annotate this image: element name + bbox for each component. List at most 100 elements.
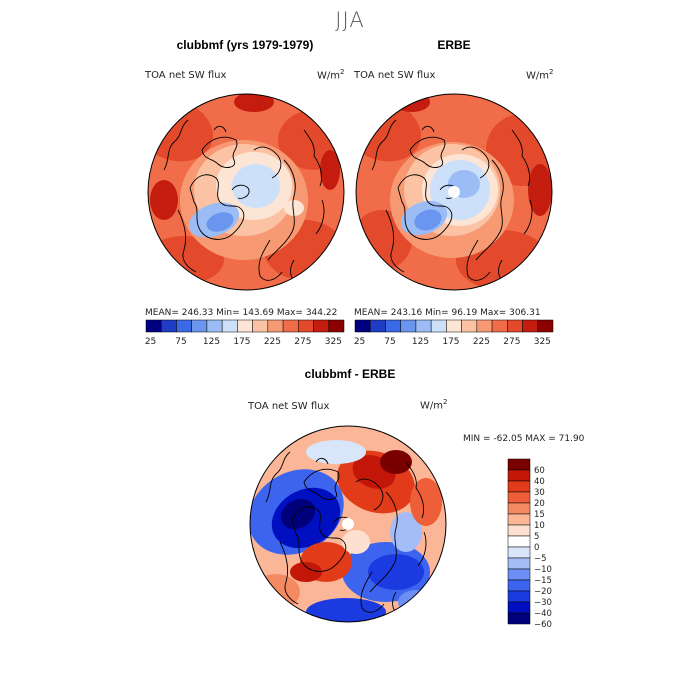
pole-hole (342, 518, 354, 530)
colorbar-swatch (522, 319, 539, 333)
field-region (342, 530, 370, 554)
colorbar-tick-label: 5 (534, 532, 539, 542)
colorbar-tick-label: 225 (473, 337, 490, 347)
colorbar-tick-label: 20 (534, 499, 545, 509)
colorbar-swatch (507, 601, 531, 614)
colorbar-swatch (491, 319, 508, 333)
page-title: JJA (335, 8, 365, 32)
field-region (206, 212, 234, 232)
colorbar-swatch (476, 319, 493, 333)
colorbar-tick-label: 75 (384, 337, 395, 347)
colorbar-tick-label: −60 (534, 620, 552, 630)
colorbar-swatch (507, 319, 523, 333)
colorbar-swatch (191, 319, 208, 333)
colorbar-swatch (160, 319, 177, 333)
colorbar-swatch (282, 319, 299, 333)
colorbar-tick-label: 325 (325, 337, 342, 347)
colorbar-swatch (385, 319, 401, 333)
colorbar-swatch (145, 319, 162, 333)
colorbar-tick-label: 125 (203, 337, 220, 347)
colorbar-swatch (354, 319, 371, 333)
colorbar-swatch (176, 319, 192, 333)
panel2-map (355, 93, 553, 291)
panel2-units: W/m2 (526, 68, 554, 82)
field-region (234, 94, 274, 112)
colorbar-swatch (507, 557, 531, 570)
colorbar-swatch (507, 579, 531, 592)
colorbar-tick-label: 325 (534, 337, 551, 347)
colorbar-swatch (507, 546, 531, 559)
colorbar-tick-label: 125 (412, 337, 429, 347)
colorbar-tick-label: 60 (534, 466, 545, 476)
colorbar-tick-label: 25 (354, 337, 365, 347)
colorbar-swatch (369, 319, 386, 333)
colorbar-swatch (507, 524, 531, 537)
panel3-stats: MIN = -62.05 MAX = 71.90 (463, 434, 585, 444)
field-region (280, 498, 316, 530)
colorbar-swatch (507, 612, 531, 625)
panel1-colorbar: 2575125175225275325375 (145, 319, 345, 347)
panel1-title: clubbmf (yrs 1979-1979) (176, 38, 314, 52)
field-region (306, 440, 366, 464)
field-region (290, 562, 322, 582)
colorbar-swatch (507, 568, 531, 581)
panel3-variable-label: TOA net SW flux (248, 401, 330, 412)
field-region (414, 209, 442, 231)
map-border (147, 93, 345, 291)
coastline (163, 119, 325, 283)
panel2-title: ERBE (437, 38, 471, 52)
panel3-title: clubbmf - ERBE (304, 367, 396, 381)
panel2-colorbar: 2575125175225275325375 (354, 319, 554, 347)
colorbar-swatch (507, 480, 531, 493)
colorbar-tick-label: −5 (534, 554, 547, 564)
coastline (371, 119, 533, 283)
colorbar-swatch (328, 319, 345, 333)
coastline (265, 451, 427, 615)
colorbar-swatch (400, 319, 417, 333)
colorbar-swatch (206, 319, 223, 333)
colorbar-swatch (507, 491, 531, 504)
colorbar-swatch (415, 319, 432, 333)
colorbar-swatch (537, 319, 554, 333)
colorbar-tick-label: 175 (233, 337, 250, 347)
colorbar-tick-label: −20 (534, 587, 552, 597)
colorbar-swatch (507, 502, 531, 515)
colorbar-tick-label: 275 (503, 337, 520, 347)
panel1-stats: MEAN= 246.33 Min= 143.69 Max= 344.22 (145, 308, 338, 318)
colorbar-tick-label: 275 (294, 337, 311, 347)
colorbar-swatch (430, 319, 447, 333)
panel3-units: W/m2 (420, 398, 448, 412)
field-region (528, 164, 552, 216)
colorbar-swatch (507, 469, 531, 482)
colorbar-swatch (252, 319, 269, 333)
colorbar-tick-label: −30 (534, 598, 552, 608)
panel2-variable-label: TOA net SW flux (354, 70, 436, 81)
colorbar-tick-label: 175 (442, 337, 459, 347)
field-region (410, 478, 442, 526)
field-region (398, 590, 434, 614)
panel1-units: W/m2 (317, 68, 345, 82)
colorbar-swatch (237, 319, 253, 333)
colorbar-tick-label: 25 (145, 337, 156, 347)
field-region (150, 180, 178, 220)
field-region (232, 164, 280, 208)
colorbar-tick-label: 75 (175, 337, 186, 347)
colorbar-tick-label: −15 (534, 576, 552, 586)
field-region (284, 200, 304, 216)
field-region (368, 554, 424, 590)
colorbar-swatch (298, 319, 314, 333)
colorbar-swatch (461, 319, 478, 333)
pole-hole (448, 186, 460, 198)
field-region (306, 598, 386, 622)
panel1-variable-label: TOA net SW flux (145, 70, 227, 81)
panel3-map (249, 425, 447, 623)
colorbar-tick-label: 10 (534, 521, 545, 531)
colorbar-tick-label: 0 (534, 543, 539, 553)
colorbar-swatch (221, 319, 238, 333)
panel2-stats: MEAN= 243.16 Min= 96.19 Max= 306.31 (354, 308, 541, 318)
field-region (380, 450, 412, 474)
colorbar-tick-label: 15 (534, 510, 545, 520)
panel1-map (147, 93, 345, 291)
colorbar-tick-label: −40 (534, 609, 552, 619)
